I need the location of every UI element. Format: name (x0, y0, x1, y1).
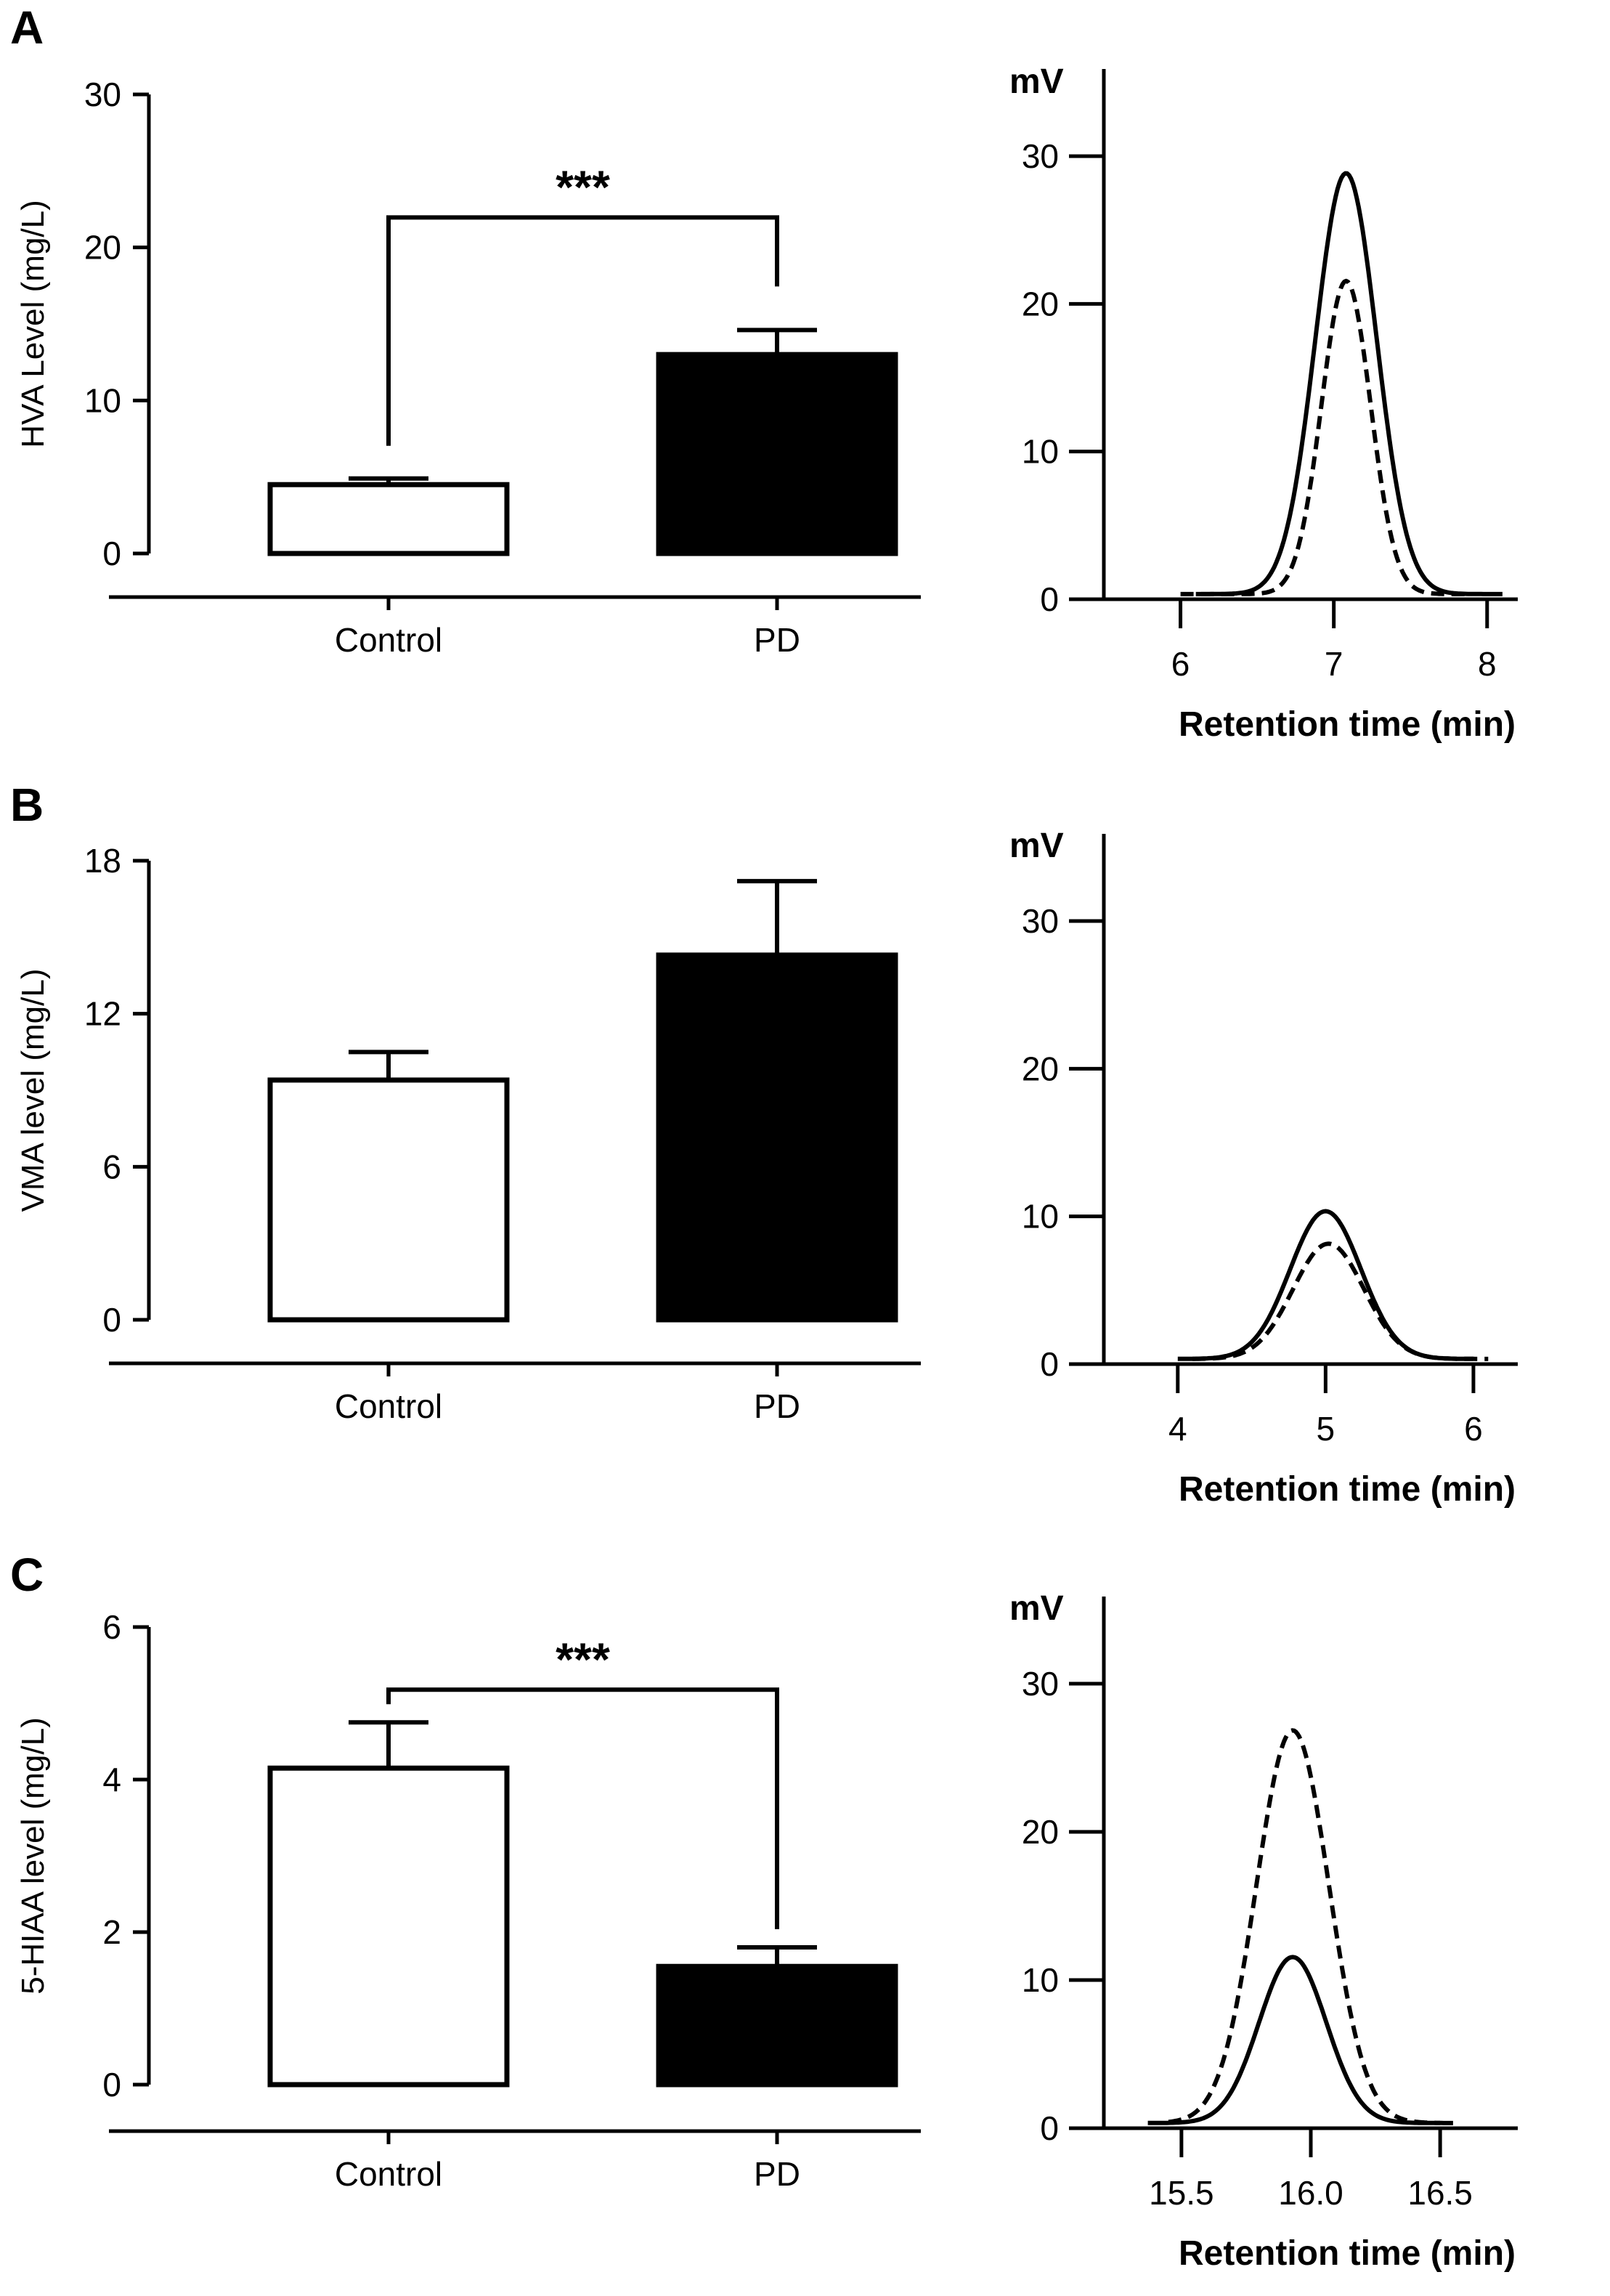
trace-dashed (1180, 278, 1473, 596)
y-tick-label: 30 (1022, 137, 1059, 175)
trace-solid (1147, 1955, 1454, 2125)
trace-dashed (1192, 1241, 1489, 1361)
x-axis-title: Retention time (min) (1179, 705, 1516, 744)
trace-solid (1177, 1209, 1474, 1361)
y-axis-title: mV (1009, 1589, 1064, 1628)
chromatogram: mV 0 10 20 30 15.5 16.0 16.5 Retention time (min… (1009, 1589, 1518, 2273)
panel-label: C (10, 1549, 44, 1601)
category-label: Control (335, 621, 442, 659)
x-tick-label: 8 (1478, 645, 1497, 683)
y-tick-label: 0 (1040, 2109, 1059, 2147)
bar-pd (656, 1963, 898, 2088)
chromatogram: mV 0 10 20 30 4 5 6 Retention time (min) (1009, 827, 1518, 1509)
y-tick-label: 20 (1022, 1813, 1059, 1851)
category-label: PD (754, 1387, 800, 1425)
bar-control (267, 1077, 510, 1323)
category-label: Control (335, 2155, 442, 2193)
x-tick-label: 4 (1168, 1410, 1187, 1448)
y-tick-label: 20 (1022, 285, 1059, 323)
x-tick-label: 6 (1171, 645, 1190, 683)
trace-solid (1195, 171, 1503, 596)
y-axis-title: mV (1009, 62, 1064, 101)
panel-label: A (10, 1, 44, 54)
bar-chart: 0 10 20 30 HVA Level (mg/L) Control PD *** (15, 76, 921, 659)
x-tick-label: 6 (1464, 1410, 1483, 1448)
y-tick-label: 18 (84, 842, 121, 880)
y-tick-label: 10 (1022, 1198, 1059, 1236)
significance-bracket (386, 215, 779, 446)
bar-pd (656, 352, 898, 556)
significance-stars: *** (556, 1633, 610, 1685)
x-tick-label: 7 (1325, 645, 1343, 683)
y-tick-label: 10 (84, 381, 121, 419)
bar-chart: 0 6 12 18 VMA level (mg/L) Control PD (15, 842, 921, 1425)
y-axis-title: 5-HIAA level (mg/L) (15, 1717, 51, 1994)
y-tick-label: 0 (102, 535, 121, 572)
y-tick-label: 30 (1022, 902, 1059, 940)
category-label: Control (335, 1387, 442, 1425)
y-tick-label: 6 (102, 1148, 121, 1185)
bar-pd (656, 952, 898, 1323)
y-axis-title: VMA level (mg/L) (15, 969, 51, 1212)
bar-control (267, 482, 510, 556)
y-tick-label: 10 (1022, 433, 1059, 471)
x-axis-title: Retention time (min) (1179, 2234, 1516, 2273)
x-tick-label: 16.0 (1278, 2174, 1343, 2212)
y-tick-label: 0 (1040, 580, 1059, 618)
y-tick-label: 20 (1022, 1050, 1059, 1087)
y-tick-label: 6 (102, 1608, 121, 1646)
y-axis-title: HVA Level (mg/L) (15, 200, 51, 448)
y-tick-label: 10 (1022, 1961, 1059, 1999)
y-tick-label: 20 (84, 229, 121, 267)
x-tick-label: 16.5 (1407, 2174, 1473, 2212)
significance-bracket (386, 1687, 779, 1929)
x-axis-title: Retention time (min) (1179, 1470, 1516, 1509)
y-tick-label: 0 (1040, 1345, 1059, 1383)
y-tick-label: 2 (102, 1913, 121, 1951)
bar-control (267, 1765, 510, 2088)
category-label: PD (754, 621, 800, 659)
y-axis-title: mV (1009, 827, 1064, 865)
y-tick-label: 12 (84, 995, 121, 1033)
panel-c: C 0 2 4 6 5-HIAA level (mg/L) Control PD *** mV 0 1… (10, 1549, 1518, 2273)
y-tick-label: 0 (102, 1301, 121, 1339)
category-label: PD (754, 2155, 800, 2193)
bar-chart: 0 2 4 6 5-HIAA level (mg/L) Control PD *** (15, 1608, 921, 2193)
panel-a: A 0 10 20 30 HVA Level (mg/L) Control PD *** mV 0 1… (10, 1, 1518, 744)
panel-label: B (10, 779, 44, 831)
y-tick-label: 30 (84, 76, 121, 113)
y-tick-label: 0 (102, 2066, 121, 2104)
x-tick-label: 15.5 (1149, 2174, 1214, 2212)
chromatogram: mV 0 10 20 30 6 7 8 Retention time (min) (1009, 62, 1518, 744)
y-tick-label: 4 (102, 1761, 121, 1798)
panel-b: B 0 6 12 18 VMA level (mg/L) Control PD mV 0 10 20 3… (10, 779, 1518, 1509)
y-tick-label: 30 (1022, 1665, 1059, 1703)
x-tick-label: 5 (1317, 1410, 1335, 1448)
significance-stars: *** (556, 161, 610, 213)
trace-dashed (1168, 1728, 1441, 2125)
